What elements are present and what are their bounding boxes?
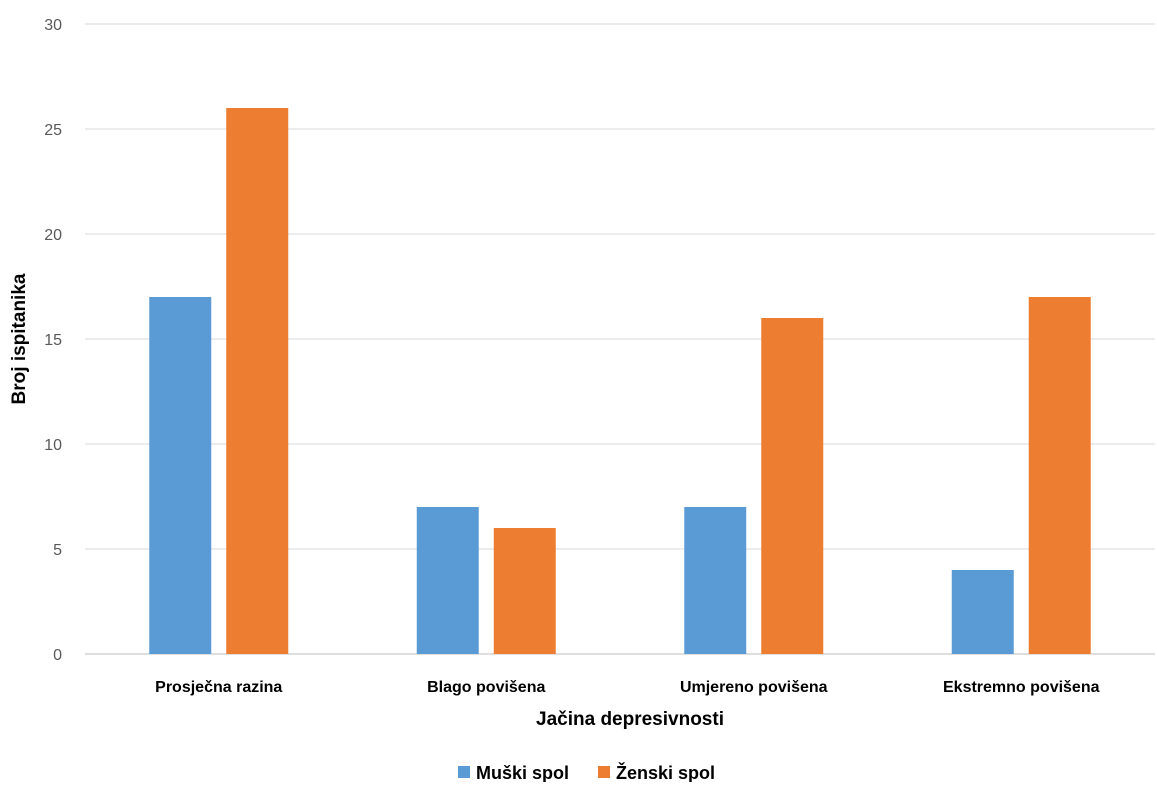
y-tick-label: 0 [53,647,62,664]
y-tick-label: 25 [44,122,62,139]
x-category-label: Blago povišena [427,679,545,696]
y-tick-label: 5 [53,542,62,559]
y-tick-label: 20 [44,227,62,244]
x-category-label: Ekstremno povišena [943,679,1100,696]
y-axis-ticks: 0 5 10 15 20 25 30 [44,17,62,664]
legend-swatch-zenski [598,766,610,778]
legend-swatch-muski [458,766,470,778]
legend-label-zenski: Ženski spol [616,762,715,782]
y-axis-title: Broj ispitanika [9,273,30,404]
bar-zenski [493,528,556,654]
legend-label-muski: Muški spol [476,763,569,782]
x-category-label: Umjereno povišena [680,679,828,696]
y-tick-label: 10 [44,437,62,454]
bar-zenski [226,108,289,654]
bar-muski [684,507,747,654]
bars [149,108,1091,654]
bar-zenski [761,318,824,654]
bar-muski [416,507,479,654]
legend: Muški spol Ženski spol [458,762,715,783]
bar-zenski [1028,297,1091,654]
y-tick-label: 30 [44,17,62,34]
x-axis-title: Jačina depresivnosti [536,709,724,730]
bar-muski [951,570,1014,654]
bar-muski [149,297,212,654]
x-category-label: Prosječna razina [155,679,282,696]
x-axis-categories: Prosječna razina Blago povišena Umjereno p… [155,679,1099,696]
y-tick-label: 15 [44,332,62,349]
